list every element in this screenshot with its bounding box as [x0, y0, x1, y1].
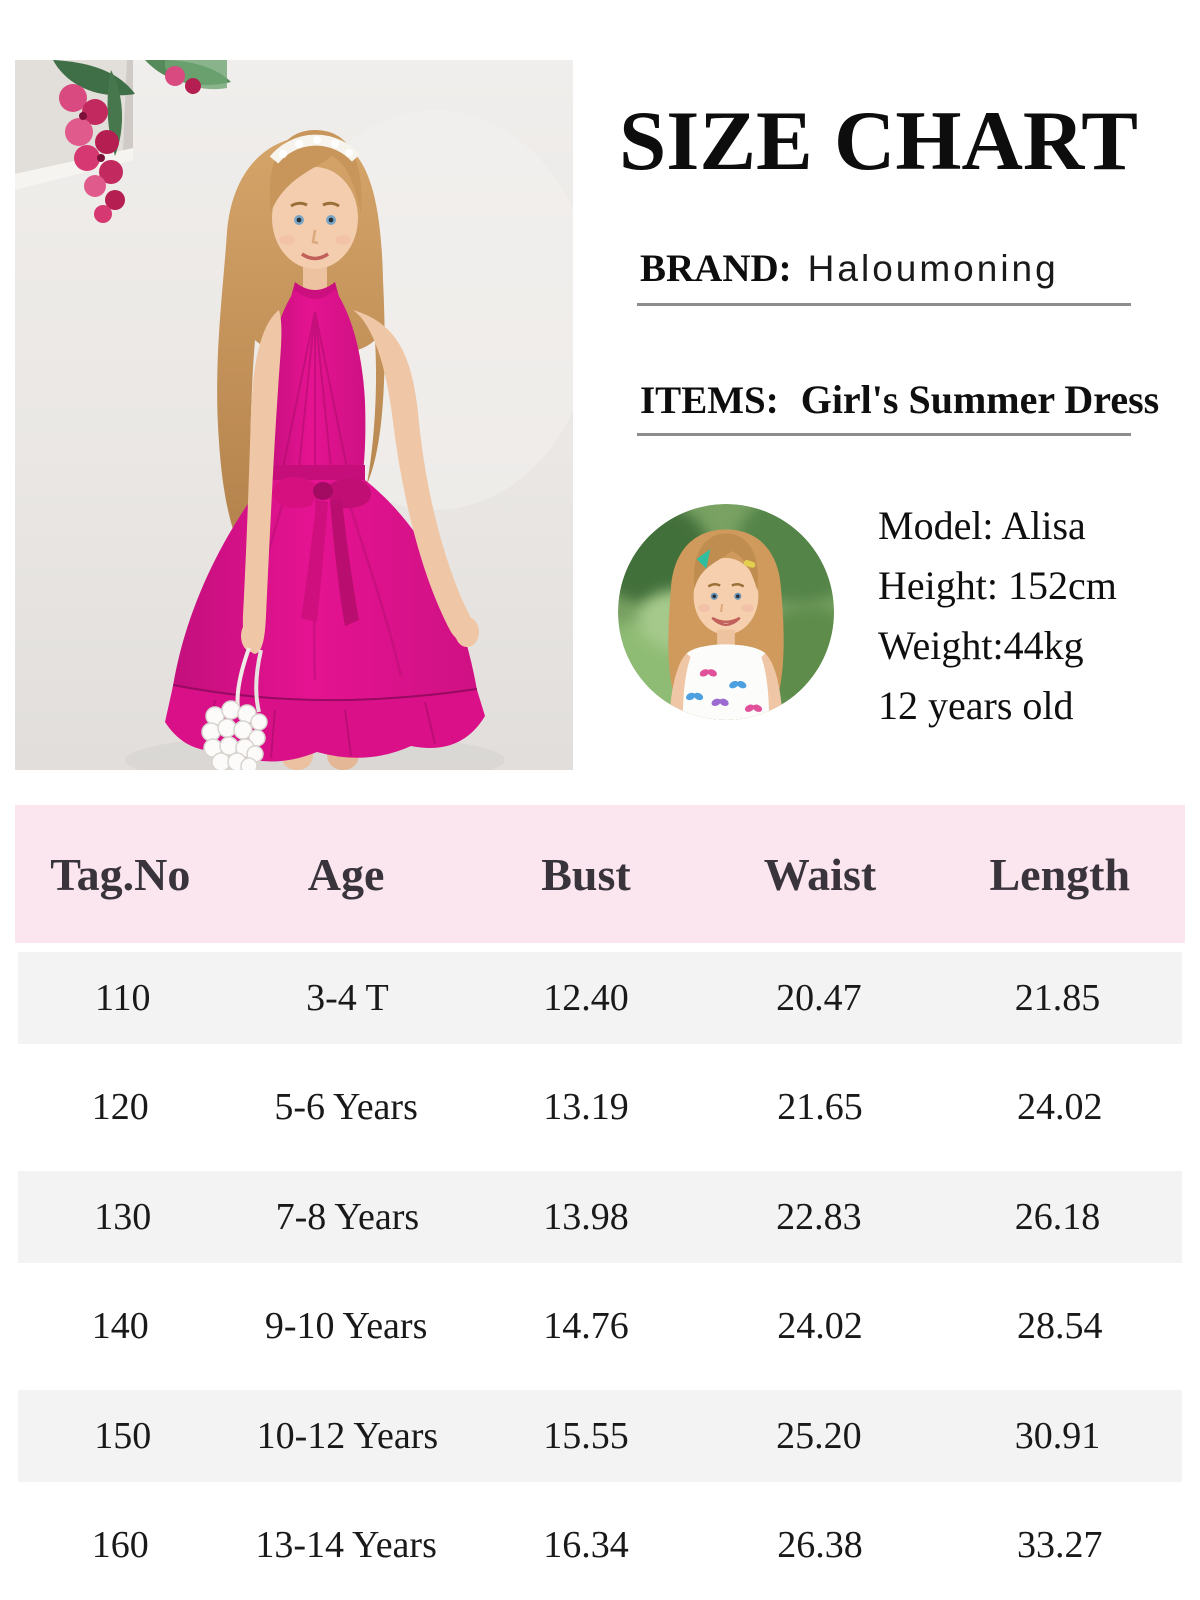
- cell-waist: 25.20: [776, 1414, 862, 1457]
- cell-age: 3-4 T: [306, 976, 389, 1019]
- size-table-header: Tag.No Age Bust Waist Length: [15, 805, 1185, 943]
- brand-value: Haloumoning: [807, 248, 1059, 289]
- cell-length: 21.85: [1014, 976, 1101, 1019]
- cell-bust: 14.76: [543, 1305, 629, 1348]
- model-info: Model: Alisa Height: 152cm Weight:44kg 1…: [878, 496, 1117, 736]
- cell-age: 10-12 Years: [256, 1414, 439, 1457]
- cell-waist: 24.02: [777, 1305, 863, 1348]
- cell-length: 24.02: [1017, 1086, 1103, 1129]
- cell-tagno: 140: [91, 1305, 149, 1348]
- cell-tagno: 130: [94, 1195, 152, 1238]
- cell-tagno: 150: [94, 1414, 152, 1457]
- cell-age: 13-14 Years: [255, 1524, 437, 1567]
- table-row: 160 13-14 Years 16.34 26.38 33.27: [15, 1491, 1185, 1600]
- items-divider: [637, 433, 1131, 436]
- flower-decoration: [53, 60, 231, 223]
- cell-age: 9-10 Years: [264, 1305, 428, 1348]
- butterfly-print: [685, 669, 763, 712]
- model-info-line: 12 years old: [878, 683, 1074, 728]
- page-title: SIZE CHART: [619, 94, 1138, 188]
- cell-bust: 13.98: [543, 1195, 629, 1238]
- cell-length: 30.91: [1014, 1414, 1101, 1457]
- cell-age: 5-6 Years: [274, 1086, 418, 1129]
- brand-row: BRAND: Haloumoning: [640, 246, 1059, 291]
- product-photo-illustration: [15, 60, 573, 770]
- cell-length: 26.18: [1014, 1195, 1101, 1238]
- cell-bust: 12.40: [543, 976, 629, 1019]
- model-info-line: Model: Alisa: [878, 503, 1086, 548]
- model-info-line: Height: 152cm: [878, 563, 1117, 608]
- column-header-length: Length: [989, 848, 1131, 900]
- cell-tagno: 120: [91, 1086, 149, 1129]
- cell-bust: 13.19: [543, 1086, 629, 1129]
- cell-bust: 16.34: [543, 1524, 629, 1567]
- cell-tagno: 160: [91, 1524, 149, 1567]
- items-label: ITEMS:: [640, 379, 779, 422]
- product-photo: [15, 60, 573, 770]
- table-row: 140 9-10 Years 14.76 24.02 28.54: [15, 1272, 1185, 1382]
- cell-length: 33.27: [1017, 1524, 1103, 1567]
- cell-waist: 26.38: [777, 1524, 863, 1567]
- table-row: 110 3-4 T 12.40 20.47 21.85: [15, 943, 1185, 1053]
- column-header-bust: Bust: [541, 848, 631, 900]
- model-photo: [618, 504, 834, 720]
- model-photo-illustration: [618, 504, 834, 720]
- pearl-bag: [201, 700, 268, 770]
- table-row: 120 5-6 Years 13.19 21.65 24.02: [15, 1053, 1185, 1163]
- model-info-line: Weight:44kg: [878, 623, 1084, 668]
- column-header-age: Age: [307, 848, 385, 900]
- cell-waist: 21.65: [777, 1086, 863, 1129]
- size-table-body: 110 3-4 T 12.40 20.47 21.85 120 5-6 Year…: [15, 943, 1185, 1600]
- items-value: Girl's Summer Dress: [800, 377, 1160, 422]
- table-row: 130 7-8 Years 13.98 22.83 26.18: [15, 1162, 1185, 1272]
- cell-length: 28.54: [1017, 1305, 1103, 1348]
- column-header-tagno: Tag.No: [50, 848, 191, 900]
- girl-figure: [165, 130, 485, 770]
- cell-bust: 15.55: [543, 1414, 629, 1457]
- cell-waist: 20.47: [776, 976, 862, 1019]
- column-header-waist: Waist: [763, 848, 877, 900]
- cell-tagno: 110: [94, 976, 151, 1019]
- size-table: Tag.No Age Bust Waist Length 110 3-4 T 1…: [15, 805, 1185, 1600]
- table-row: 150 10-12 Years 15.55 25.20 30.91: [15, 1381, 1185, 1491]
- brand-divider: [637, 303, 1131, 306]
- cell-waist: 22.83: [776, 1195, 862, 1238]
- items-row: ITEMS: Girl's Summer Dress: [640, 376, 1159, 423]
- brand-label: BRAND:: [640, 247, 792, 290]
- cell-age: 7-8 Years: [275, 1195, 420, 1238]
